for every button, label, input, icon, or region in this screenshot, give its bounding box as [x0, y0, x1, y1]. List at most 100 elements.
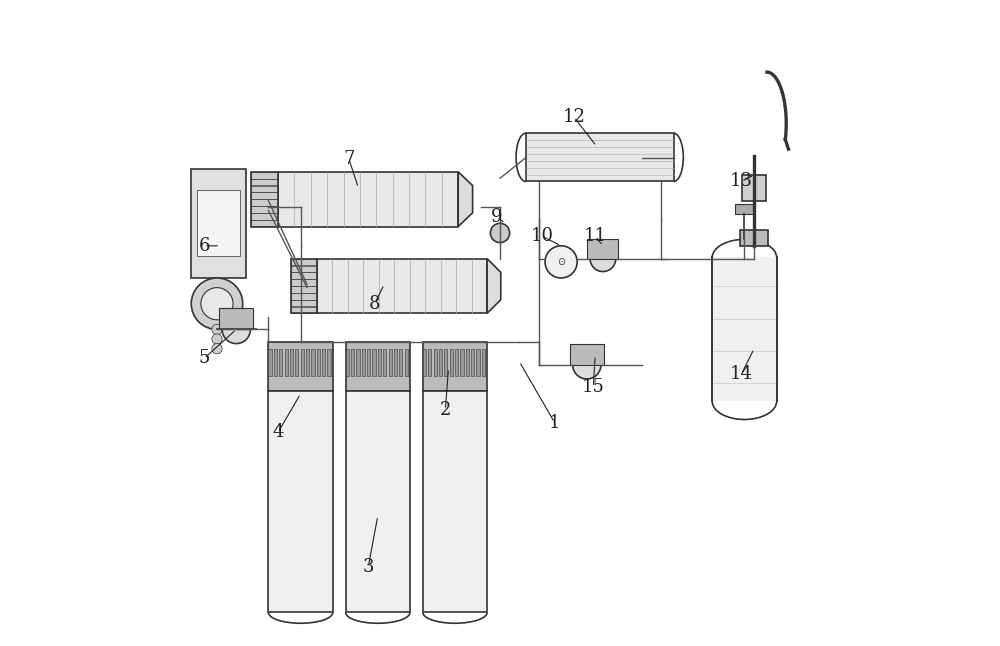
Bar — [383, 349, 386, 377]
Circle shape — [212, 324, 222, 335]
Bar — [476, 349, 480, 377]
Bar — [367, 349, 370, 377]
Text: 11: 11 — [584, 227, 607, 245]
Text: 3: 3 — [362, 558, 374, 576]
Bar — [197, 191, 240, 256]
Bar — [450, 349, 453, 377]
Bar — [455, 349, 458, 377]
Bar — [460, 349, 464, 377]
Bar — [587, 240, 618, 258]
Circle shape — [191, 278, 243, 329]
Bar — [423, 342, 487, 391]
Bar — [389, 349, 392, 377]
Circle shape — [222, 315, 250, 344]
Bar — [735, 204, 754, 214]
Bar — [311, 349, 315, 377]
Bar — [482, 349, 485, 377]
Bar — [251, 179, 278, 185]
Text: ⊙: ⊙ — [557, 257, 565, 267]
Bar — [356, 349, 360, 377]
Bar — [712, 257, 777, 401]
Bar — [251, 172, 278, 178]
Bar — [291, 293, 317, 300]
Bar — [346, 342, 410, 391]
Bar — [285, 349, 288, 377]
Text: 5: 5 — [198, 349, 210, 368]
Bar — [306, 349, 309, 377]
Bar — [322, 349, 325, 377]
Circle shape — [590, 246, 616, 271]
Polygon shape — [487, 258, 501, 313]
Bar — [291, 306, 317, 313]
Circle shape — [490, 224, 510, 243]
Bar — [291, 266, 317, 272]
Bar — [346, 391, 410, 612]
Bar — [291, 286, 317, 293]
Text: 12: 12 — [563, 108, 585, 126]
Bar — [251, 199, 278, 206]
Text: 15: 15 — [582, 379, 605, 397]
Bar — [394, 349, 397, 377]
Bar — [268, 391, 333, 612]
Text: 8: 8 — [369, 295, 380, 313]
Text: 14: 14 — [730, 366, 753, 384]
Bar — [742, 175, 766, 201]
Circle shape — [212, 344, 222, 354]
Bar — [423, 349, 426, 377]
Bar — [570, 344, 604, 365]
Text: 6: 6 — [198, 237, 210, 255]
Bar — [399, 349, 402, 377]
Bar — [351, 349, 354, 377]
Bar — [251, 172, 278, 227]
Bar — [526, 133, 674, 182]
Bar — [466, 349, 469, 377]
Bar — [317, 349, 320, 377]
Bar — [439, 349, 442, 377]
Bar — [251, 206, 278, 213]
Bar — [301, 349, 304, 377]
Bar — [191, 169, 246, 278]
Circle shape — [545, 246, 577, 278]
Bar — [274, 349, 277, 377]
Text: 2: 2 — [440, 401, 451, 419]
Bar — [372, 349, 376, 377]
Text: 9: 9 — [491, 208, 503, 226]
Bar — [346, 349, 349, 377]
Bar — [251, 185, 278, 193]
Polygon shape — [458, 172, 473, 227]
Bar — [471, 349, 474, 377]
Bar — [291, 300, 317, 306]
Circle shape — [573, 351, 601, 379]
Bar — [317, 258, 487, 313]
Bar — [268, 342, 333, 391]
Bar — [740, 230, 768, 246]
Bar — [362, 349, 365, 377]
Bar — [327, 349, 331, 377]
Bar — [405, 349, 408, 377]
Circle shape — [201, 287, 233, 320]
Circle shape — [212, 334, 222, 344]
Bar — [291, 273, 317, 279]
Bar — [378, 349, 381, 377]
Text: 7: 7 — [343, 150, 355, 168]
Bar — [423, 391, 487, 612]
Bar — [428, 349, 431, 377]
Bar — [268, 349, 272, 377]
Bar — [295, 349, 298, 377]
Bar — [251, 220, 278, 227]
Text: 10: 10 — [530, 227, 553, 245]
Bar — [251, 213, 278, 220]
Bar — [278, 172, 458, 227]
Text: 1: 1 — [549, 413, 560, 432]
Bar — [291, 258, 317, 266]
Bar — [251, 193, 278, 199]
Bar — [291, 258, 317, 313]
Bar — [290, 349, 293, 377]
Bar — [291, 279, 317, 286]
Text: 13: 13 — [730, 172, 753, 191]
Bar — [219, 308, 253, 329]
Bar — [279, 349, 282, 377]
Bar — [444, 349, 447, 377]
Bar — [434, 349, 437, 377]
Text: 4: 4 — [272, 423, 284, 441]
